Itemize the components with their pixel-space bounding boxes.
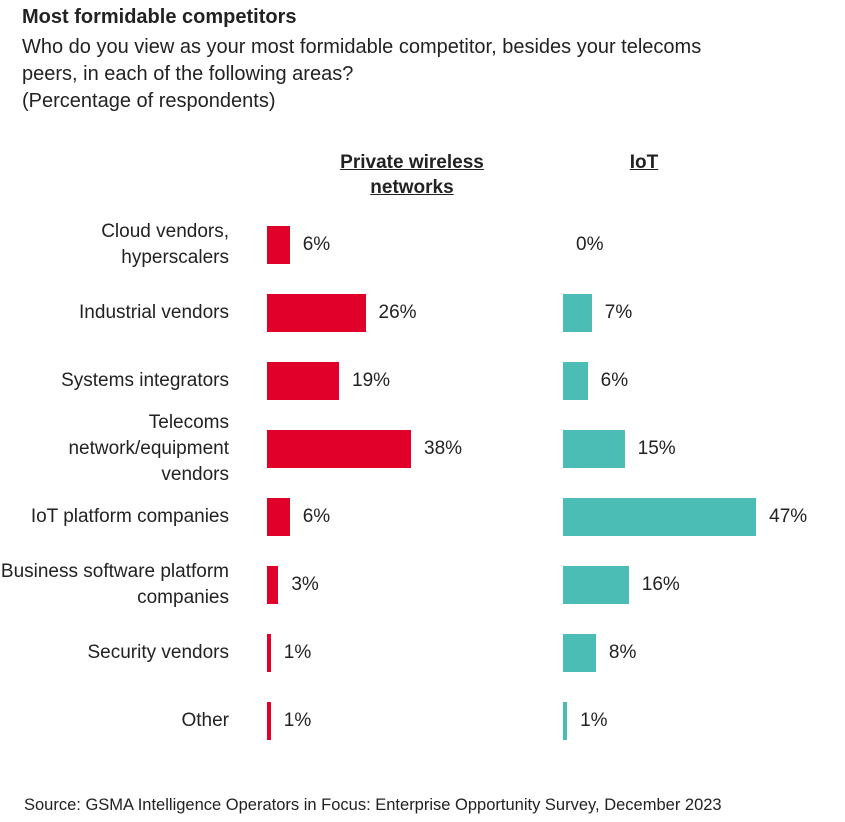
bar	[267, 566, 279, 604]
bar	[267, 634, 271, 672]
bar	[563, 566, 629, 604]
value-label: 0%	[576, 234, 604, 255]
bar	[267, 226, 290, 264]
bar	[563, 702, 568, 740]
category-label: Business software platform companies	[0, 561, 229, 608]
source-note: Source: GSMA Intelligence Operators in F…	[24, 796, 722, 814]
value-label: 15%	[637, 438, 676, 459]
category-label: Security vendors	[87, 642, 229, 663]
chart-title: Most formidable competitors	[22, 6, 297, 28]
chart-note: (Percentage of respondents)	[22, 90, 276, 112]
value-label: 6%	[302, 506, 331, 527]
value-label: 38%	[424, 438, 463, 459]
value-label: 6%	[302, 234, 331, 255]
value-label: 1%	[580, 710, 608, 731]
value-label: 8%	[608, 642, 637, 663]
bar	[267, 362, 339, 400]
bar	[267, 294, 366, 332]
chart-subtitle: Who do you view as your most formidable …	[22, 36, 702, 85]
panel-title: IoT	[629, 152, 659, 173]
category-label: Other	[181, 710, 229, 731]
category-label: Cloud vendors, hyperscalers	[101, 221, 229, 268]
category-label: Industrial vendors	[79, 302, 229, 323]
value-label: 16%	[641, 574, 680, 595]
bar	[563, 634, 596, 672]
category-label: Systems integrators	[61, 370, 229, 391]
value-label: 26%	[378, 302, 417, 323]
bar	[563, 294, 592, 332]
bar	[563, 362, 588, 400]
panel-title: Private wireless networks	[340, 152, 484, 198]
category-label: IoT platform companies	[30, 506, 229, 527]
value-label: 47%	[769, 506, 808, 527]
bar	[563, 498, 757, 536]
bar	[267, 702, 271, 740]
bar	[267, 498, 290, 536]
bar	[563, 430, 625, 468]
value-label: 1%	[283, 710, 312, 731]
category-label: Telecoms network/equipment vendors	[68, 412, 229, 485]
value-label: 6%	[600, 370, 629, 391]
value-label: 3%	[291, 574, 319, 595]
value-label: 1%	[283, 642, 312, 663]
value-label: 19%	[352, 370, 391, 391]
bar	[267, 430, 412, 468]
value-label: 7%	[604, 302, 633, 323]
